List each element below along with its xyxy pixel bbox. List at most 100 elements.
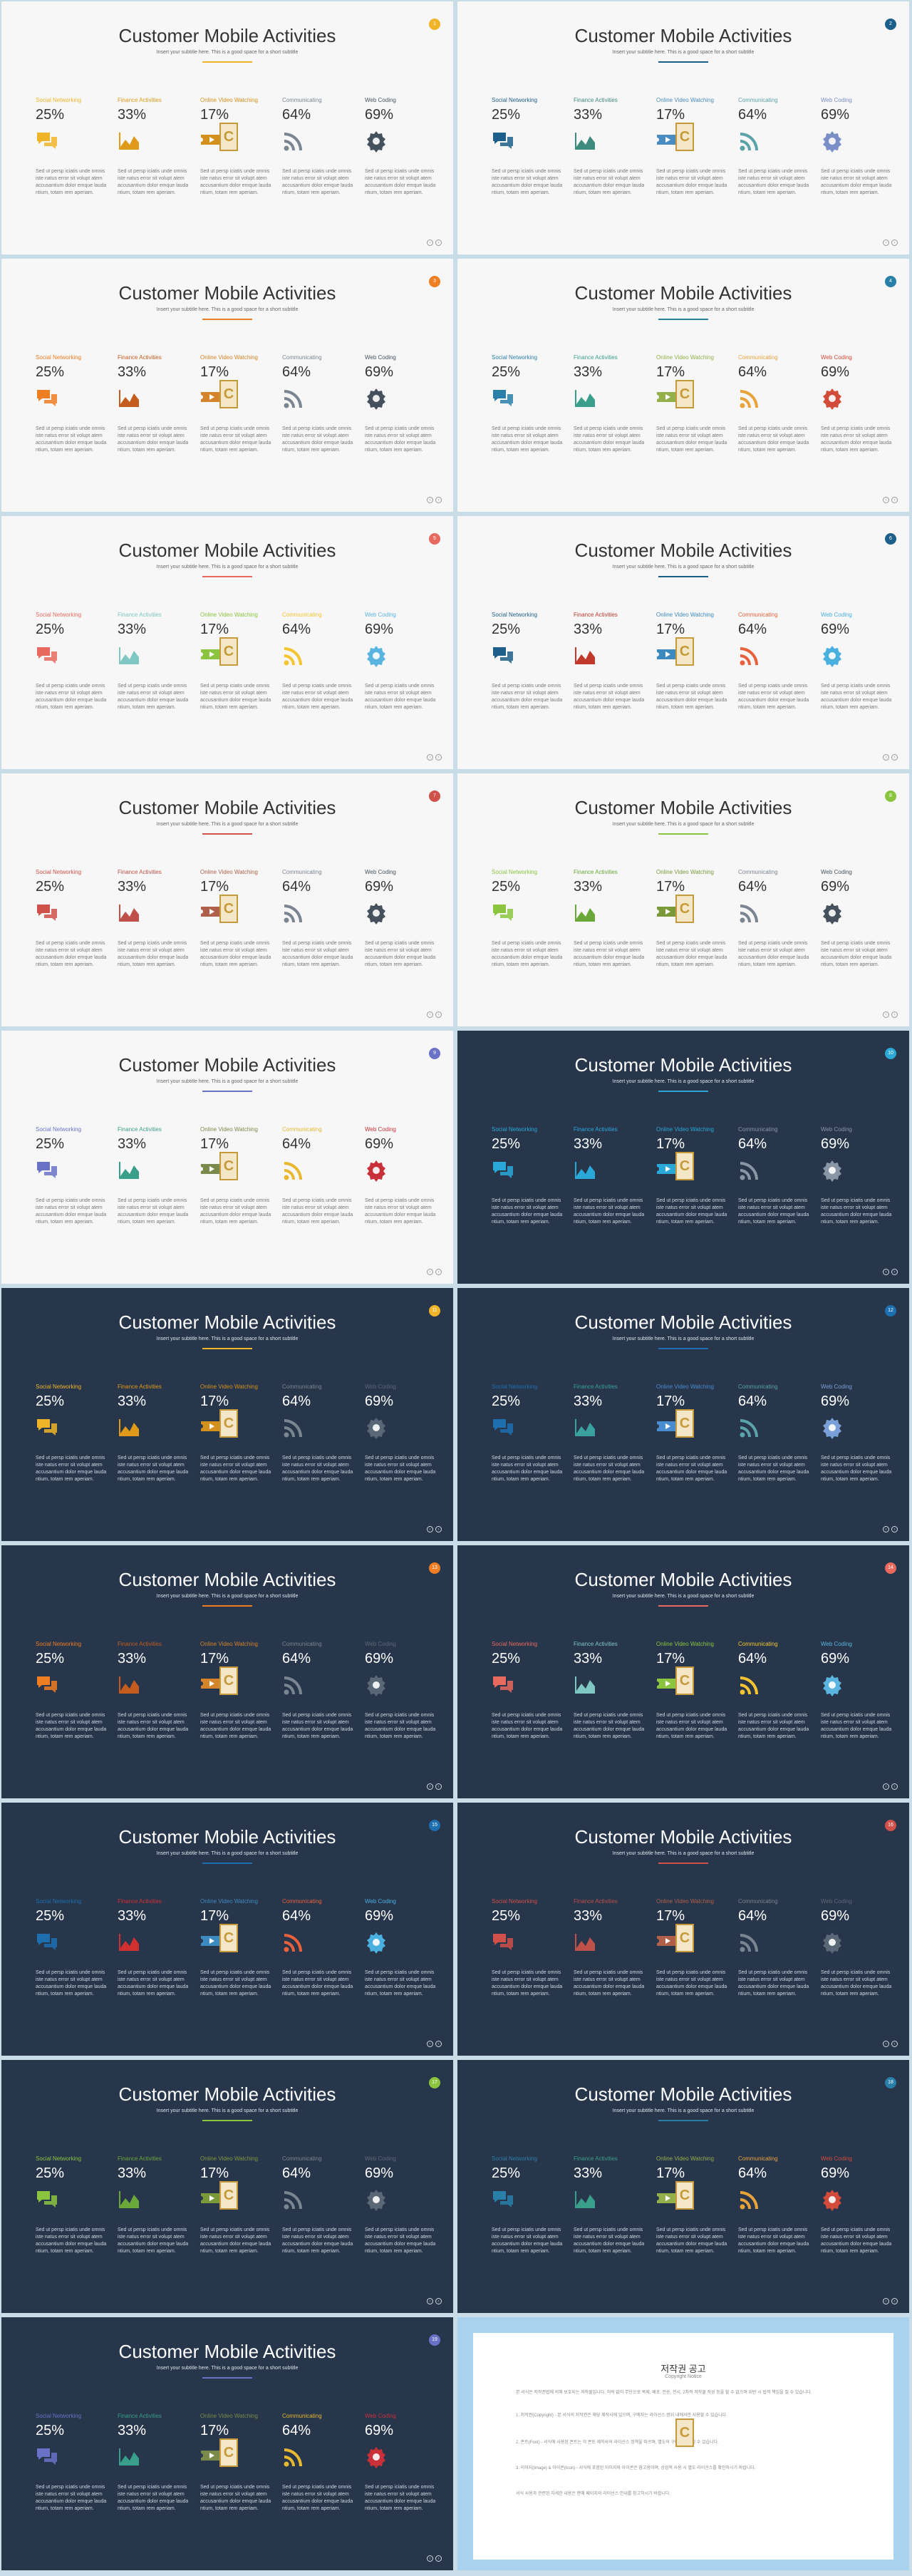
slide-17[interactable]: 17 Customer Mobile Activities Insert your …	[1, 2060, 453, 2313]
slide-14[interactable]: 14 Customer Mobile Activities Insert your …	[457, 1545, 909, 1798]
prev-slide-button[interactable]: ‹	[883, 1526, 889, 1532]
rss-icon	[282, 1931, 305, 1954]
copyright-slide[interactable]: 저작권 공고 Copyright Notice 본 서식은 저작권법에 의해 보호되…	[457, 2317, 909, 2570]
next-slide-button[interactable]: ›	[891, 2298, 898, 2304]
next-slide-button[interactable]: ›	[435, 1269, 442, 1275]
activity-column: Web Coding 69% Sed ut persp iciatis unde o…	[821, 1126, 899, 1226]
activity-label: Communicating	[282, 354, 322, 361]
next-slide-button[interactable]: ›	[435, 2041, 442, 2047]
slide-8[interactable]: 8 Customer Mobile Activities Insert your s…	[457, 773, 909, 1026]
slide-title: Customer Mobile Activities	[118, 2341, 336, 2362]
gear-icon	[821, 1416, 844, 1439]
activity-description: Sed ut persp iciatis unde omnis iste nat…	[738, 169, 809, 195]
rss-icon	[738, 130, 761, 153]
prev-slide-button[interactable]: ‹	[427, 2555, 433, 2562]
activity-label: Communicating	[738, 97, 778, 103]
activity-percent: 64%	[738, 107, 767, 123]
prev-slide-button[interactable]: ‹	[883, 1783, 889, 1790]
next-slide-button[interactable]: ›	[891, 239, 898, 246]
gear-icon	[821, 902, 844, 924]
next-slide-button[interactable]: ›	[435, 497, 442, 503]
activity-label: Communicating	[282, 869, 322, 875]
page-number-badge: 13	[429, 1562, 440, 1574]
activity-description: Sed ut persp iciatis unde omnis iste nat…	[282, 684, 353, 710]
activity-label: Social Networking	[36, 1898, 82, 1905]
slide-15[interactable]: 15 Customer Mobile Activities Insert your …	[1, 1803, 453, 2056]
activity-label: Finance Activities	[118, 2155, 162, 2162]
prev-slide-button[interactable]: ‹	[427, 754, 433, 761]
next-slide-button[interactable]: ›	[891, 1011, 898, 1018]
slide-6[interactable]: 6 Customer Mobile Activities Insert your s…	[457, 516, 909, 769]
prev-slide-button[interactable]: ‹	[883, 497, 889, 503]
prev-slide-button[interactable]: ‹	[427, 1783, 433, 1790]
chat-icon	[36, 2446, 58, 2468]
activity-description: Sed ut persp iciatis unde omnis iste nat…	[574, 1456, 645, 1482]
activity-column: Online Video Watching 17% Sed ut persp ici…	[200, 2155, 279, 2255]
prev-slide-button[interactable]: ‹	[427, 497, 433, 503]
gear-icon	[365, 2446, 388, 2468]
prev-slide-button[interactable]: ‹	[883, 1269, 889, 1275]
page-number-badge: 12	[885, 1305, 896, 1317]
prev-slide-button[interactable]: ‹	[883, 2298, 889, 2304]
activity-percent: 33%	[574, 622, 603, 637]
next-slide-button[interactable]: ›	[891, 2041, 898, 2047]
prev-slide-button[interactable]: ‹	[427, 1526, 433, 1532]
activity-column: Social Networking 25% Sed ut persp iciatis…	[36, 1126, 114, 1226]
slide-18[interactable]: 18 Customer Mobile Activities Insert your …	[457, 2060, 909, 2313]
activity-column: Social Networking 25% Sed ut persp iciatis…	[36, 97, 114, 197]
next-slide-button[interactable]: ›	[891, 1526, 898, 1532]
activity-column: Social Networking 25% Sed ut persp iciatis…	[36, 2155, 114, 2255]
slide-11[interactable]: 11 Customer Mobile Activities Insert your …	[1, 1288, 453, 1541]
slide-4[interactable]: 4 Customer Mobile Activities Insert your s…	[457, 259, 909, 512]
activity-description: Sed ut persp iciatis unde omnis iste nat…	[36, 2227, 107, 2254]
slide-7[interactable]: 7 Customer Mobile Activities Insert your s…	[1, 773, 453, 1026]
slide-12[interactable]: 12 Customer Mobile Activities Insert your …	[457, 1288, 909, 1541]
next-slide-button[interactable]: ›	[435, 2298, 442, 2304]
prev-slide-button[interactable]: ‹	[883, 2041, 889, 2047]
activity-label: Web Coding	[365, 1641, 396, 1647]
gear-icon	[365, 387, 388, 410]
activity-percent: 69%	[365, 1651, 394, 1666]
activity-label: Social Networking	[36, 354, 82, 361]
title-underline	[202, 1348, 252, 1349]
slide-1[interactable]: 1 Customer Mobile Activities Insert your s…	[1, 1, 453, 254]
rss-icon	[282, 2446, 305, 2468]
activity-percent: 69%	[365, 1908, 394, 1924]
next-slide-button[interactable]: ›	[435, 754, 442, 761]
title-underline	[202, 833, 252, 835]
slide-10[interactable]: 10 Customer Mobile Activities Insert your …	[457, 1031, 909, 1284]
next-slide-button[interactable]: ›	[435, 1783, 442, 1790]
slide-19[interactable]: 19 Customer Mobile Activities Insert your …	[1, 2317, 453, 2570]
activity-description: Sed ut persp iciatis unde omnis iste nat…	[200, 2227, 271, 2254]
activity-label: Online Video Watching	[656, 1641, 714, 1647]
prev-slide-button[interactable]: ‹	[883, 1011, 889, 1018]
next-slide-button[interactable]: ›	[435, 1011, 442, 1018]
prev-slide-button[interactable]: ‹	[427, 2041, 433, 2047]
activity-label: Web Coding	[365, 354, 396, 361]
slide-13[interactable]: 13 Customer Mobile Activities Insert your …	[1, 1545, 453, 1798]
activity-column: Social Networking 25% Sed ut persp iciatis…	[492, 869, 570, 969]
next-slide-button[interactable]: ›	[891, 1783, 898, 1790]
prev-slide-button[interactable]: ‹	[427, 2298, 433, 2304]
slide-2[interactable]: 2 Customer Mobile Activities Insert your s…	[457, 1, 909, 254]
activity-percent: 17%	[200, 1651, 229, 1666]
prev-slide-button[interactable]: ‹	[427, 1269, 433, 1275]
next-slide-button[interactable]: ›	[435, 1526, 442, 1532]
next-slide-button[interactable]: ›	[435, 239, 442, 246]
next-slide-button[interactable]: ›	[435, 2555, 442, 2562]
activity-description: Sed ut persp iciatis unde omnis iste nat…	[492, 684, 563, 710]
prev-slide-button[interactable]: ‹	[883, 754, 889, 761]
activity-column: Communicating 64% Sed ut persp iciatis und…	[282, 97, 361, 197]
prev-slide-button[interactable]: ‹	[427, 239, 433, 246]
next-slide-button[interactable]: ›	[891, 754, 898, 761]
slide-5[interactable]: 5 Customer Mobile Activities Insert your s…	[1, 516, 453, 769]
next-slide-button[interactable]: ›	[891, 497, 898, 503]
slide-9[interactable]: 9 Customer Mobile Activities Insert your s…	[1, 1031, 453, 1284]
activity-label: Social Networking	[36, 2155, 82, 2162]
prev-slide-button[interactable]: ‹	[427, 1011, 433, 1018]
prev-slide-button[interactable]: ‹	[883, 239, 889, 246]
slide-16[interactable]: 16 Customer Mobile Activities Insert your …	[457, 1803, 909, 2056]
slide-3[interactable]: 3 Customer Mobile Activities Insert your s…	[1, 259, 453, 512]
activity-column: Communicating 64% Sed ut persp iciatis und…	[738, 1641, 817, 1741]
next-slide-button[interactable]: ›	[891, 1269, 898, 1275]
